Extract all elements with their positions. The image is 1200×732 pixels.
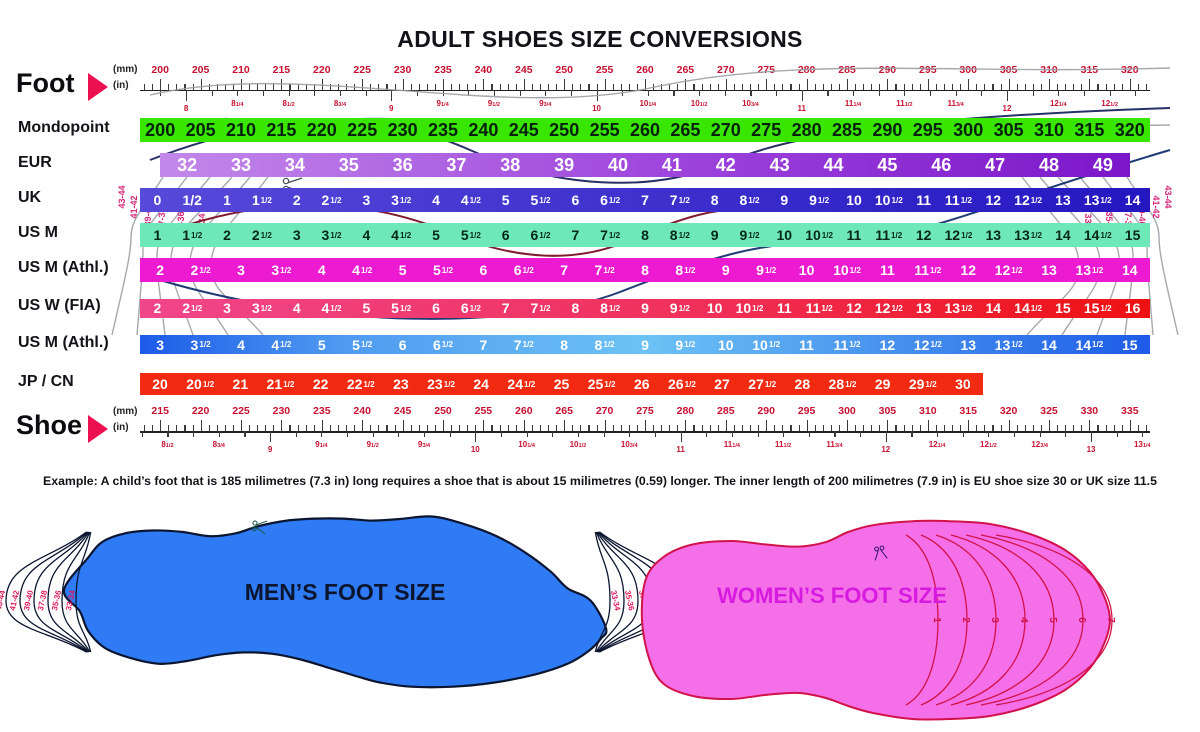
svg-text:WOMEN’S FOOT SIZE: WOMEN’S FOOT SIZE xyxy=(717,583,947,608)
svg-text:5: 5 xyxy=(1047,617,1058,623)
svg-text:7: 7 xyxy=(1105,617,1116,623)
svg-text:6: 6 xyxy=(1076,617,1087,623)
svg-text:4: 4 xyxy=(1018,617,1029,623)
svg-text:3: 3 xyxy=(989,617,1000,623)
svg-text:1: 1 xyxy=(931,617,942,623)
svg-text:2: 2 xyxy=(960,617,971,623)
